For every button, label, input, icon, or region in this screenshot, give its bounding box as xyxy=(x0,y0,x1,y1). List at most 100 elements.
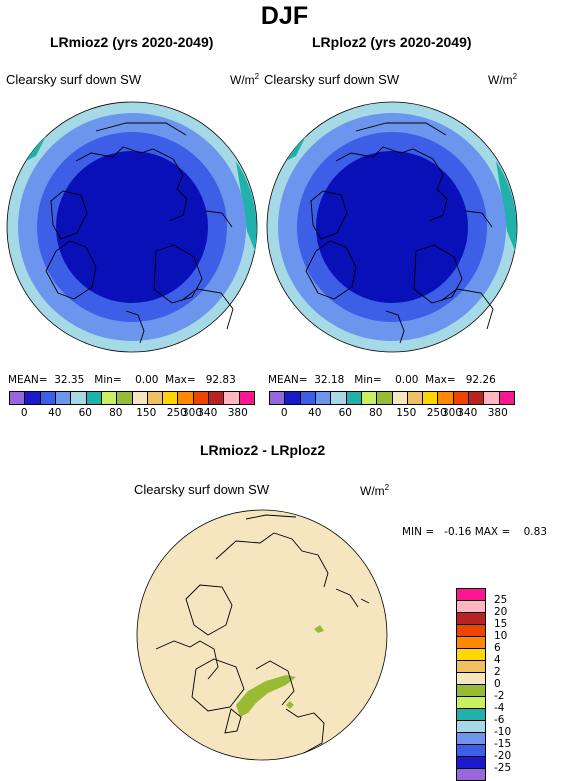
colorbar-swatch xyxy=(10,392,26,404)
colorbar-swatch xyxy=(457,649,485,661)
colorbar-tick-label: -2 xyxy=(494,690,505,702)
left-polar-map xyxy=(6,101,258,353)
colorbar-tick-label: -4 xyxy=(494,702,505,714)
left-stats: MEAN= 32.35 Min= 0.00 Max= 92.83 xyxy=(8,374,236,386)
right-variable-label: Clearsky surf down SW xyxy=(264,72,400,87)
colorbar-swatch xyxy=(457,697,485,709)
colorbar-swatch xyxy=(117,392,133,404)
colorbar-tick-label: 60 xyxy=(338,407,352,419)
diff-unit-label: W/m2 xyxy=(360,483,390,498)
colorbar-swatch xyxy=(457,757,485,769)
colorbar-swatch xyxy=(331,392,347,404)
colorbar-tick-label: -10 xyxy=(494,726,512,738)
right-unit-label: W/m2 xyxy=(488,72,518,87)
colorbar-swatch xyxy=(484,392,500,404)
diff-stats: MIN = -0.16 MAX = 0.83 xyxy=(402,526,548,538)
colorbar-tick-label: 150 xyxy=(136,407,157,419)
colorbar-tick-label: 380 xyxy=(487,407,508,419)
colorbar-swatch xyxy=(457,613,485,625)
colorbar-swatch xyxy=(361,392,378,404)
diff-coastlines xyxy=(155,514,370,754)
colorbar-swatch xyxy=(457,673,485,685)
left-variable-label: Clearsky surf down SW xyxy=(6,72,142,87)
colorbar-swatch xyxy=(40,392,56,404)
colorbar-tick-label: 4 xyxy=(494,654,501,666)
colorbar-tick-label: 15 xyxy=(494,618,508,630)
colorbar-swatch xyxy=(423,392,439,404)
colorbar-tick-label: -15 xyxy=(494,738,512,750)
colorbar-tick-label: 80 xyxy=(109,407,123,419)
colorbar-swatch xyxy=(457,685,485,697)
left-colorbar-ticks: 0 40 60 80 150 250 300 340 380 xyxy=(9,407,253,421)
colorbar-tick-label: 250 xyxy=(166,407,187,419)
right-stats: MEAN= 32.18 Min= 0.00 Max= 92.26 xyxy=(268,374,496,386)
colorbar-swatch xyxy=(55,392,72,404)
colorbar-tick-label: 380 xyxy=(227,407,248,419)
right-colorbar-ticks: 0 40 60 80 150 250 300 340 380 xyxy=(269,407,513,421)
colorbar-swatch xyxy=(270,392,286,404)
colorbar-swatch xyxy=(457,745,485,757)
diff-colorbar xyxy=(456,588,486,781)
colorbar-swatch xyxy=(178,392,194,404)
colorbar-swatch xyxy=(193,392,210,404)
colorbar-tick-label: -25 xyxy=(494,762,512,774)
colorbar-tick-label: 0 xyxy=(20,407,28,419)
colorbar-tick-label: 300 xyxy=(441,407,463,419)
right-polar-map xyxy=(266,101,518,353)
colorbar-swatch xyxy=(453,392,470,404)
colorbar-swatch xyxy=(457,589,485,601)
colorbar-tick-label: 6 xyxy=(494,642,501,654)
colorbar-swatch xyxy=(407,392,424,404)
colorbar-swatch xyxy=(457,637,485,649)
colorbar-swatch xyxy=(438,392,454,404)
colorbar-tick-label: 150 xyxy=(396,407,417,419)
colorbar-tick-label: 20 xyxy=(494,606,508,618)
colorbar-tick-label: -20 xyxy=(494,750,512,762)
colorbar-tick-label: 0 xyxy=(494,678,501,690)
colorbar-swatch xyxy=(71,392,87,404)
colorbar-swatch xyxy=(132,392,148,404)
colorbar-swatch xyxy=(457,769,485,780)
diff-variable-label: Clearsky surf down SW xyxy=(134,482,270,497)
colorbar-swatch xyxy=(457,709,485,721)
colorbar-tick-label: 10 xyxy=(494,630,508,642)
diff-panel-title: LRmioz2 - LRploz2 xyxy=(200,442,326,458)
colorbar-swatch xyxy=(147,392,164,404)
colorbar-swatch xyxy=(457,721,485,733)
left-coastlines xyxy=(45,122,234,344)
colorbar-swatch xyxy=(469,392,485,404)
colorbar-tick-label: 60 xyxy=(78,407,92,419)
colorbar-tick-label: 300 xyxy=(181,407,203,419)
left-colorbar xyxy=(9,391,255,405)
colorbar-tick-label: 2 xyxy=(494,666,501,678)
colorbar-tick-label: 80 xyxy=(369,407,383,419)
colorbar-swatch xyxy=(224,392,240,404)
colorbar-swatch xyxy=(457,661,485,673)
colorbar-swatch xyxy=(392,392,408,404)
colorbar-swatch xyxy=(346,392,362,404)
diff-positive-region xyxy=(236,675,296,717)
colorbar-swatch xyxy=(499,392,514,404)
colorbar-swatch xyxy=(86,392,102,404)
colorbar-swatch xyxy=(377,392,393,404)
colorbar-swatch xyxy=(457,601,485,613)
right-colorbar xyxy=(269,391,515,405)
colorbar-tick-label: 25 xyxy=(494,594,508,606)
colorbar-tick-label: 40 xyxy=(48,407,62,419)
diff-polar-map xyxy=(136,509,388,761)
colorbar-tick-label: 340 xyxy=(197,407,218,419)
left-panel-title: LRmioz2 (yrs 2020-2049) xyxy=(50,34,214,50)
colorbar-swatch xyxy=(163,392,179,404)
colorbar-swatch xyxy=(209,392,225,404)
right-coastlines xyxy=(305,122,494,344)
right-panel-title: LRploz2 (yrs 2020-2049) xyxy=(312,34,472,50)
diff-colorbar-ticks: 25 20 15 10 6 4 2 0 -2 -4 -6 -10 -15 -20 -25 xyxy=(494,588,534,780)
season-title: DJF xyxy=(260,2,309,30)
colorbar-swatch xyxy=(239,392,254,404)
colorbar-tick-label: 340 xyxy=(457,407,478,419)
left-unit-label: W/m2 xyxy=(230,72,260,87)
colorbar-swatch xyxy=(285,392,301,404)
colorbar-tick-label: 40 xyxy=(308,407,322,419)
colorbar-swatch xyxy=(101,392,118,404)
colorbar-swatch xyxy=(457,733,485,745)
